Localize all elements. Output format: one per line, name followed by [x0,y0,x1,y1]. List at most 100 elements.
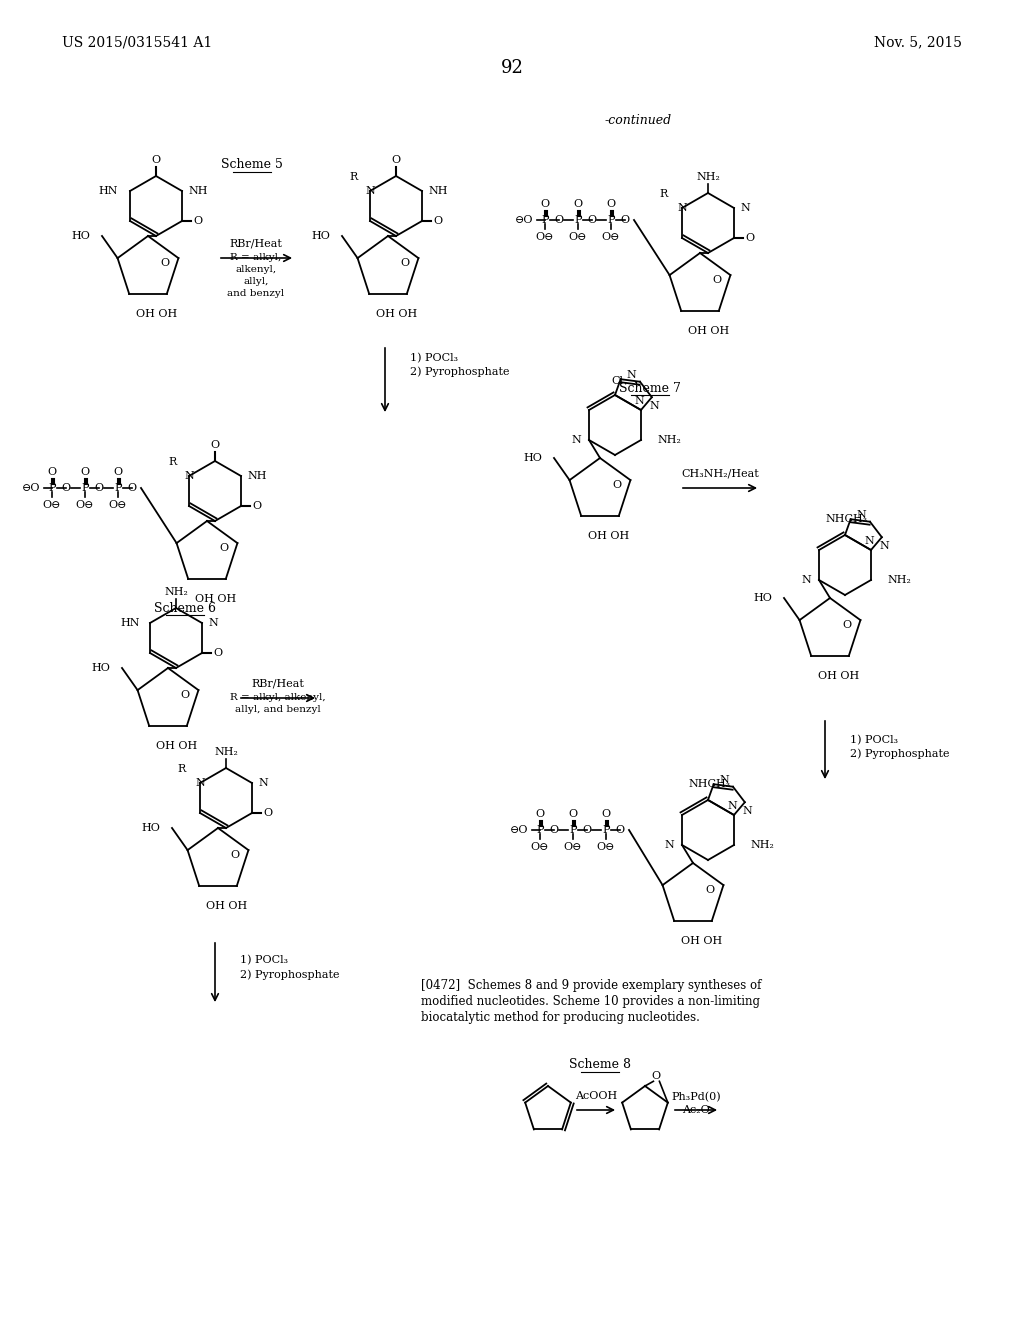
Text: Scheme 8: Scheme 8 [569,1059,631,1072]
Text: OH OH: OH OH [681,936,723,946]
Text: Scheme 6: Scheme 6 [154,602,216,615]
Text: N: N [627,370,636,380]
Text: O⊖: O⊖ [602,232,621,242]
Text: O: O [263,808,272,818]
Text: O: O [606,199,615,209]
Text: allyl, and benzyl: allyl, and benzyl [236,705,321,714]
Text: N: N [720,775,729,785]
Text: P: P [602,825,609,836]
Text: O: O [568,809,578,818]
Text: O: O [213,648,222,657]
Text: AcOOH: AcOOH [574,1092,617,1101]
Text: N: N [366,186,375,195]
Text: O⊖: O⊖ [43,500,61,510]
Text: O: O [652,1072,660,1081]
Text: O: O [612,479,622,490]
Text: R: R [169,457,177,467]
Text: N: N [208,618,218,628]
Text: O: O [81,467,89,477]
Text: OH OH: OH OH [588,531,630,541]
Text: P: P [115,483,122,492]
Text: NHCH₃: NHCH₃ [826,513,868,524]
Text: N: N [634,396,644,407]
Text: N: N [571,436,581,445]
Text: O⊖: O⊖ [568,232,587,242]
Text: N: N [184,471,194,480]
Text: O: O [152,154,161,165]
Text: N: N [727,801,737,812]
Text: P: P [537,825,544,836]
Text: O: O [601,809,610,818]
Text: HO: HO [141,822,160,833]
Text: O: O [127,483,136,492]
Text: ⊖O: ⊖O [22,483,41,492]
Text: NH₂: NH₂ [696,172,720,182]
Text: Cl: Cl [611,376,623,385]
Text: HO: HO [523,453,542,463]
Text: O: O [253,502,261,511]
Text: Nov. 5, 2015: Nov. 5, 2015 [874,36,962,49]
Text: 2) Pyrophosphate: 2) Pyrophosphate [410,367,510,378]
Text: 2) Pyrophosphate: 2) Pyrophosphate [850,748,949,759]
Text: O: O [94,483,103,492]
Text: US 2015/0315541 A1: US 2015/0315541 A1 [62,36,212,49]
Text: O: O [615,825,625,836]
Text: O: O [706,884,715,895]
Text: O: O [194,216,203,226]
Text: O: O [47,467,56,477]
Text: O: O [536,809,545,818]
Text: NHCH₃: NHCH₃ [689,779,731,789]
Text: O: O [588,215,597,224]
Text: NH₂: NH₂ [164,587,188,597]
Text: O⊖: O⊖ [536,232,554,242]
Text: O: O [573,199,583,209]
Text: O: O [211,440,219,450]
Text: R: R [659,189,668,199]
Text: N: N [740,203,750,213]
Text: modified nucleotides. Scheme 10 provides a non-limiting: modified nucleotides. Scheme 10 provides… [421,994,760,1007]
Text: OH OH: OH OH [688,326,729,335]
Text: 2) Pyrophosphate: 2) Pyrophosphate [240,970,340,981]
Text: OH OH: OH OH [818,671,859,681]
Text: 1) POCl₃: 1) POCl₃ [240,954,288,965]
Text: O⊖: O⊖ [76,500,94,510]
Text: O: O [391,154,400,165]
Text: O: O [180,689,189,700]
Text: N: N [665,840,674,850]
Text: NH₂: NH₂ [657,436,681,445]
Text: N: N [801,576,811,585]
Text: O: O [541,199,550,209]
Text: O⊖: O⊖ [597,842,615,851]
Text: P: P [81,483,89,492]
Text: P: P [48,483,55,492]
Text: allyl,: allyl, [244,277,268,286]
Text: RBr/Heat: RBr/Heat [229,239,283,249]
Text: O: O [842,619,851,630]
Text: N: N [857,511,866,520]
Text: ⊖O: ⊖O [510,825,528,836]
Text: Scheme 5: Scheme 5 [221,158,283,172]
Text: N: N [864,536,873,546]
Text: O: O [114,467,123,477]
Text: O: O [61,483,71,492]
Text: ⊖O: ⊖O [515,215,534,224]
Text: 1) POCl₃: 1) POCl₃ [850,735,898,746]
Text: O: O [621,215,630,224]
Text: OH OH: OH OH [196,594,237,603]
Text: Scheme 7: Scheme 7 [620,381,681,395]
Text: NH: NH [188,186,208,195]
Text: HN: HN [98,186,118,195]
Text: OH OH: OH OH [157,741,198,751]
Text: O⊖: O⊖ [109,500,127,510]
Text: HO: HO [91,663,110,673]
Text: O: O [745,234,755,243]
Text: N: N [196,777,205,788]
Text: P: P [607,215,614,224]
Text: P: P [574,215,582,224]
Text: OH OH: OH OH [206,900,248,911]
Text: Ph₃Pd(0): Ph₃Pd(0) [671,1092,721,1102]
Text: biocatalytic method for producing nucleotides.: biocatalytic method for producing nucleo… [421,1011,699,1023]
Text: O: O [554,215,563,224]
Text: P: P [542,215,549,224]
Text: HN: HN [121,618,140,628]
